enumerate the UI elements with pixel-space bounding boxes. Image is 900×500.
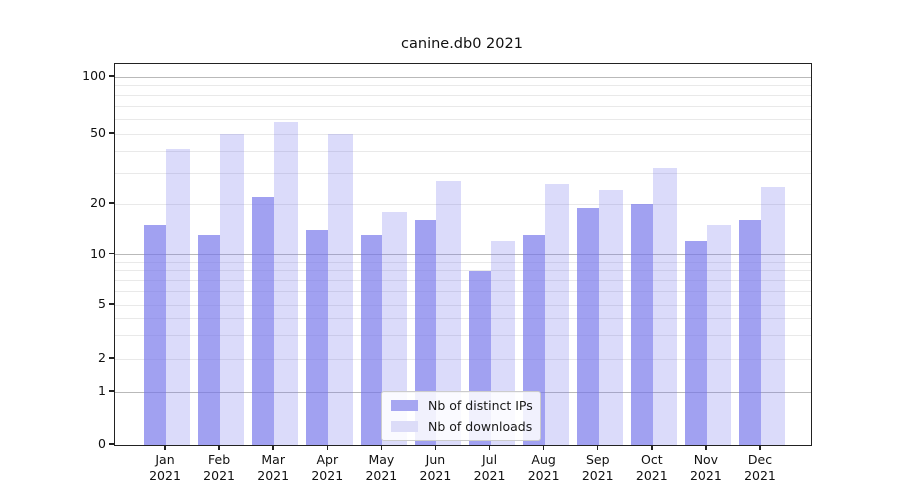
x-tick-mark — [272, 445, 274, 450]
y-tick-label-50: 50 — [90, 125, 106, 140]
legend-item-downloads: Nb of downloads — [391, 419, 532, 434]
x-tick-mark — [164, 445, 166, 450]
bar-distinct-ips-jan — [144, 224, 166, 445]
y-tick-mark — [109, 202, 114, 204]
gridline-minor — [115, 291, 811, 293]
bar-downloads-feb — [220, 134, 245, 445]
x-tick-label-jun: Jun 2021 — [419, 452, 452, 483]
x-tick-label-nov: Nov 2021 — [689, 452, 722, 483]
x-tick-mark — [651, 445, 653, 450]
gridline-minor — [115, 334, 811, 336]
x-tick-label-feb: Feb 2021 — [203, 452, 235, 483]
bar-distinct-ips-may — [360, 235, 383, 445]
plot-area — [114, 63, 812, 446]
y-tick-mark — [109, 252, 114, 255]
bar-downloads-dec — [760, 186, 786, 445]
gridline-minor — [115, 317, 811, 319]
legend-swatch-distinct-ips — [391, 400, 418, 411]
legend-label-downloads: Nb of downloads — [428, 419, 533, 434]
y-tick-label-2: 2 — [98, 350, 106, 365]
x-tick-mark — [705, 445, 707, 450]
legend-swatch-downloads — [391, 421, 418, 432]
bar-distinct-ips-jun — [414, 220, 437, 445]
x-tick-label-jul: Jul 2021 — [473, 452, 506, 483]
x-tick-mark — [218, 445, 220, 450]
x-tick-label-mar: Mar 2021 — [257, 452, 290, 483]
gridline-minor — [115, 304, 811, 306]
legend: Nb of distinct IPs Nb of downloads — [381, 391, 541, 441]
y-tick-label-100: 100 — [82, 68, 106, 83]
gridline-major — [115, 254, 811, 255]
gridline-minor — [115, 261, 811, 263]
y-tick-mark — [109, 132, 114, 134]
gridline-minor — [115, 203, 811, 205]
bar-distinct-ips-nov — [685, 241, 707, 445]
x-tick-label-may: May 2021 — [365, 452, 398, 483]
x-tick-mark — [488, 445, 491, 450]
bar-downloads-jan — [166, 149, 191, 445]
gridline-minor — [115, 94, 811, 96]
x-tick-label-aug: Aug 2021 — [527, 452, 560, 483]
x-tick-label-sep: Sep 2021 — [581, 452, 614, 483]
x-tick-mark — [434, 445, 437, 450]
bar-downloads-oct — [652, 168, 678, 445]
gridline-minor — [115, 105, 811, 107]
x-tick-mark — [597, 445, 599, 450]
bar-downloads-mar — [274, 121, 299, 445]
y-tick-label-10: 10 — [90, 245, 106, 261]
gridline-minor — [115, 150, 811, 152]
y-tick-label-1: 1 — [98, 383, 106, 398]
gridline-minor — [115, 133, 811, 135]
bar-distinct-ips-dec — [739, 220, 761, 445]
gridline-minor — [115, 85, 811, 87]
y-tick-label-0: 0 — [98, 436, 106, 451]
gridline-minor — [115, 358, 811, 360]
x-tick-label-apr: Apr 2021 — [311, 452, 344, 483]
y-tick-mark — [109, 357, 114, 359]
y-tick-label-20: 20 — [90, 195, 106, 210]
bar-distinct-ips-apr — [306, 230, 329, 445]
bar-downloads-aug — [544, 183, 569, 445]
legend-item-distinct-ips: Nb of distinct IPs — [391, 398, 533, 413]
gridline-minor — [115, 118, 811, 120]
y-tick-label-5: 5 — [98, 296, 106, 311]
bar-distinct-ips-feb — [198, 235, 221, 445]
y-tick-mark — [109, 443, 114, 445]
bar-downloads-sep — [598, 190, 624, 445]
bar-downloads-nov — [706, 224, 732, 445]
gridline-minor — [115, 270, 811, 272]
legend-label-distinct-ips: Nb of distinct IPs — [428, 398, 533, 413]
x-tick-mark — [759, 445, 761, 450]
x-tick-mark — [542, 445, 545, 450]
chart-title: canine.db0 2021 — [401, 36, 523, 52]
bar-distinct-ips-oct — [631, 204, 653, 445]
y-tick-mark — [109, 303, 114, 305]
y-tick-mark — [109, 75, 114, 77]
bar-distinct-ips-mar — [252, 196, 275, 445]
gridline-minor — [115, 279, 811, 281]
x-tick-mark — [326, 445, 328, 450]
x-tick-mark — [380, 445, 383, 450]
x-tick-label-oct: Oct 2021 — [635, 452, 668, 483]
bar-downloads-apr — [328, 134, 353, 445]
y-tick-mark — [109, 390, 114, 392]
gridline-minor — [115, 172, 811, 174]
bar-distinct-ips-sep — [576, 207, 599, 445]
x-tick-label-dec: Dec 2021 — [744, 452, 776, 483]
x-tick-label-jan: Jan 2021 — [149, 452, 181, 483]
gridline-major — [115, 76, 811, 78]
